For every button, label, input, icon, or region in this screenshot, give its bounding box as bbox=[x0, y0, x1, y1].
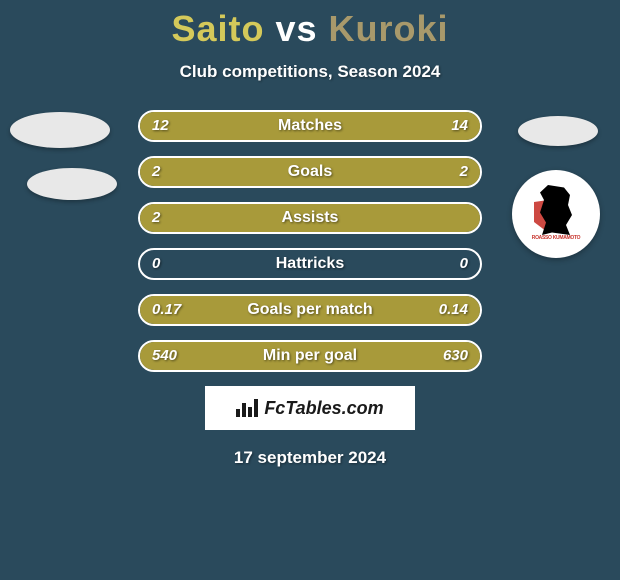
stat-label: Goals per match bbox=[140, 296, 480, 324]
comparison-title: Saito vs Kuroki bbox=[0, 0, 620, 50]
branding-text: FcTables.com bbox=[264, 398, 383, 419]
branding-chart-icon bbox=[236, 399, 258, 417]
stat-row: Assists2 bbox=[138, 202, 482, 234]
badge-text: ROASSO KUMAMOTO bbox=[521, 235, 591, 241]
chart-area: ROASSO KUMAMOTO Matches1214Goals22Assist… bbox=[0, 110, 620, 372]
stat-row: Hattricks0 0 bbox=[138, 248, 482, 280]
stat-row: Goals2 2 bbox=[138, 156, 482, 188]
stat-row: Goals per match0.17 0.14 bbox=[138, 294, 482, 326]
badge-graphic: ROASSO KUMAMOTO bbox=[521, 179, 591, 249]
vs-label: vs bbox=[275, 8, 317, 49]
stat-value-left: 540 bbox=[152, 342, 177, 370]
stat-row: Matches12 14 bbox=[138, 110, 482, 142]
stat-value-right: 630 bbox=[443, 342, 468, 370]
stat-label: Matches bbox=[140, 112, 480, 140]
player2-name: Kuroki bbox=[329, 8, 449, 49]
stat-label: Assists bbox=[140, 204, 480, 232]
stat-label: Goals bbox=[140, 158, 480, 186]
player2-avatar-placeholder bbox=[518, 116, 598, 146]
branding-banner: FcTables.com bbox=[205, 386, 415, 430]
stat-value-left: 12 bbox=[152, 112, 169, 140]
player1-avatar-placeholder-2 bbox=[27, 168, 117, 200]
stat-bars-container: Matches1214Goals22Assists2Hattricks00Goa… bbox=[138, 110, 482, 372]
stat-row: Min per goal540 630 bbox=[138, 340, 482, 372]
stat-value-right: 14 bbox=[451, 112, 468, 140]
player1-name: Saito bbox=[171, 8, 264, 49]
stat-value-left: 0 bbox=[152, 250, 160, 278]
stat-label: Hattricks bbox=[140, 250, 480, 278]
player2-club-badge: ROASSO KUMAMOTO bbox=[512, 170, 600, 258]
stat-value-left: 0.17 bbox=[152, 296, 181, 324]
player1-avatar-placeholder bbox=[10, 112, 110, 148]
stat-value-right: 0.14 bbox=[439, 296, 468, 324]
stat-value-right: 0 bbox=[460, 250, 468, 278]
subtitle: Club competitions, Season 2024 bbox=[0, 62, 620, 82]
stat-label: Min per goal bbox=[140, 342, 480, 370]
stat-value-right: 2 bbox=[460, 158, 468, 186]
stat-value-left: 2 bbox=[152, 204, 160, 232]
date-label: 17 september 2024 bbox=[0, 448, 620, 468]
stat-value-left: 2 bbox=[152, 158, 160, 186]
